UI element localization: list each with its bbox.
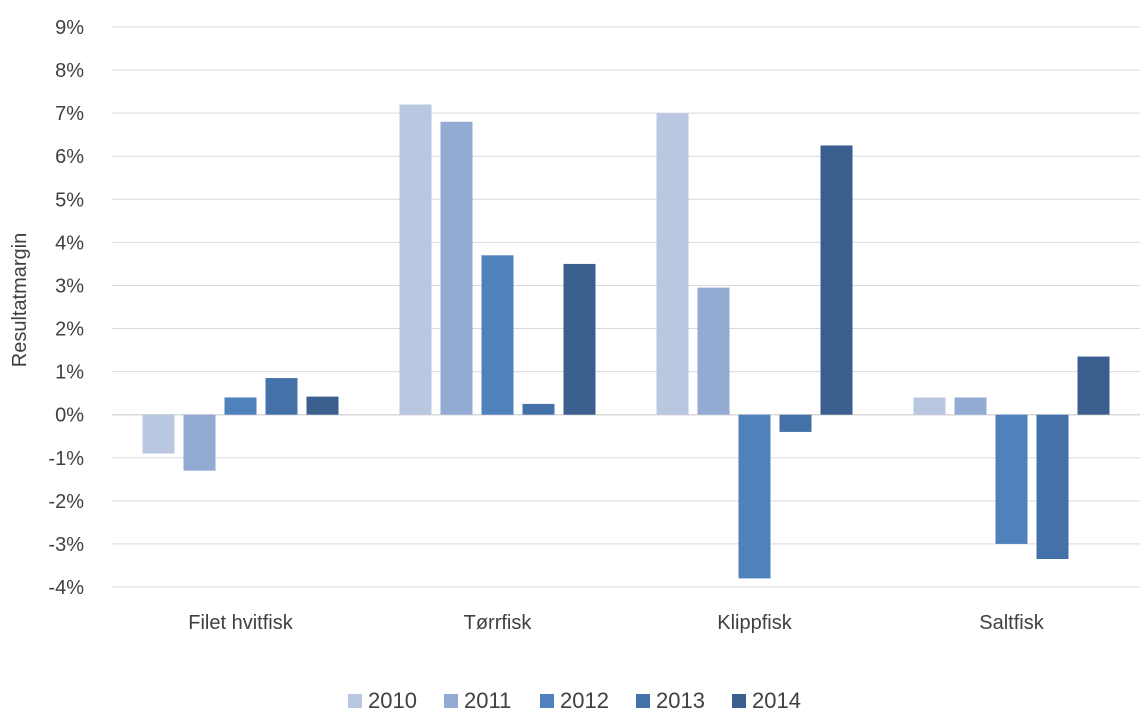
y-tick-label: -1% [48, 448, 84, 470]
y-tick-label: -2% [48, 491, 84, 513]
y-tick-label: 2% [55, 319, 84, 341]
bar-2011 [954, 397, 987, 415]
bar-2013 [779, 414, 812, 432]
bar-2013 [522, 403, 555, 415]
bar-2011 [183, 414, 216, 471]
y-tick-label: 3% [55, 275, 84, 297]
y-axis-title: Resultatmargin [9, 233, 31, 368]
y-tick-label: 0% [55, 405, 84, 427]
bar-2012 [224, 397, 257, 415]
bar-2014 [563, 263, 596, 415]
bar-2012 [481, 255, 514, 415]
x-tick-label: Saltfisk [979, 612, 1044, 634]
y-axis-ticks: 9% 8% 7% 6% 5% 4% 3% 2% 1% 0% -1% -2% -3% -4% [48, 17, 84, 599]
bar-2010 [656, 113, 689, 415]
y-tick-label: 1% [55, 362, 84, 384]
y-tick-label: 7% [55, 103, 84, 125]
bar-2014 [820, 145, 853, 415]
legend-label: 2014 [752, 688, 801, 713]
bar-2010 [399, 104, 432, 415]
x-tick-label: Filet hvitfisk [188, 612, 293, 634]
legend: 2010 2011 2012 2013 2014 [348, 688, 801, 713]
y-tick-label: 4% [55, 232, 84, 254]
bar-2012 [738, 414, 771, 579]
legend-label: 2010 [368, 688, 417, 713]
gridlines [112, 26, 1140, 588]
y-tick-label: -3% [48, 534, 84, 556]
bar-2014 [306, 396, 339, 415]
y-tick-label: 9% [55, 17, 84, 39]
y-tick-label: 5% [55, 189, 84, 211]
legend-swatch [540, 694, 554, 708]
bar-2014 [1077, 356, 1110, 415]
x-axis-ticks: Filet hvitfisk Tørrfisk Klippfisk Saltfisk [188, 612, 1044, 634]
y-tick-label: -4% [48, 577, 84, 599]
legend-swatch [636, 694, 650, 708]
y-tick-label: 6% [55, 146, 84, 168]
bar-2011 [440, 121, 473, 415]
bar-2011 [697, 287, 730, 415]
bars [142, 104, 1110, 579]
legend-swatch [444, 694, 458, 708]
legend-label: 2013 [656, 688, 705, 713]
bar-2013 [1036, 414, 1069, 559]
bar-2012 [995, 414, 1028, 544]
bar-2010 [913, 397, 946, 415]
y-tick-label: 8% [55, 60, 84, 82]
legend-swatch [348, 694, 362, 708]
legend-swatch [732, 694, 746, 708]
bar-2010 [142, 414, 175, 454]
x-tick-label: Tørrfisk [464, 612, 533, 634]
legend-label: 2011 [464, 688, 511, 713]
x-tick-label: Klippfisk [717, 612, 792, 634]
legend-label: 2012 [560, 688, 609, 713]
bar-2013 [265, 378, 298, 415]
